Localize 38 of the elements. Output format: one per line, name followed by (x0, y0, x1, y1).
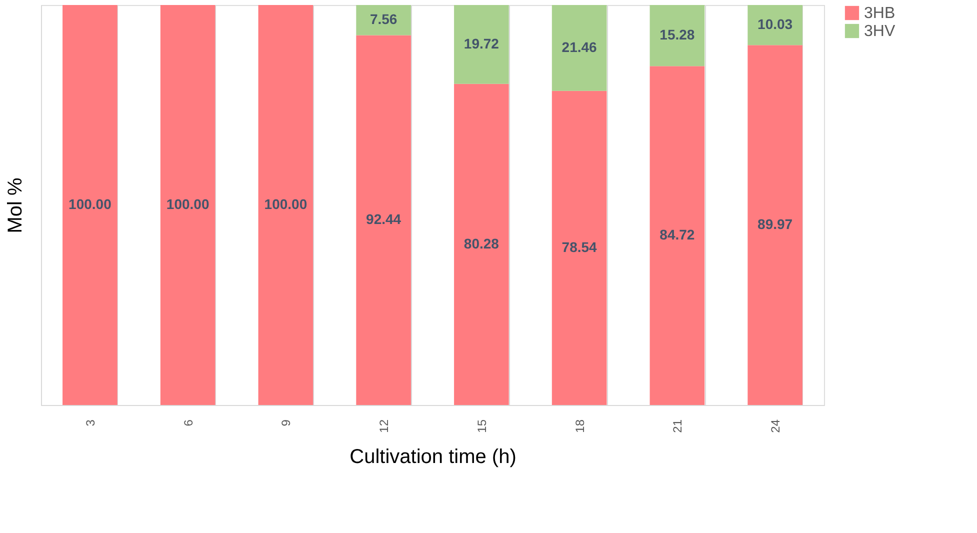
data-label: 19.72 (464, 35, 500, 52)
bar (650, 66, 705, 405)
bar (454, 5, 509, 84)
x-tick-label: 3 (83, 419, 98, 426)
data-label: 21.46 (562, 38, 598, 55)
data-label: 100.00 (68, 196, 112, 212)
data-label: 15.28 (660, 26, 695, 43)
legend-label: 3HV (864, 23, 896, 40)
data-label: 100.00 (264, 196, 308, 212)
x-tick-label: 12 (377, 419, 392, 433)
data-label: 10.03 (758, 16, 793, 32)
bar (62, 5, 118, 405)
data-label: 80.28 (464, 235, 500, 252)
bar (748, 45, 802, 405)
x-axis-title: Cultivation time (h) (350, 446, 516, 468)
x-tick-label: 24 (768, 419, 783, 433)
x-tick-label: 6 (181, 419, 196, 426)
data-label: 92.44 (366, 211, 402, 228)
legend-label: 3HB (864, 5, 896, 22)
bar (552, 90, 607, 405)
x-tick-label: 15 (474, 419, 489, 433)
bar (552, 5, 607, 91)
bar (258, 5, 314, 405)
bar (748, 5, 802, 46)
data-label: 89.97 (758, 216, 793, 232)
data-label: 84.72 (660, 226, 695, 243)
bar (356, 35, 411, 405)
data-label: 7.56 (370, 11, 398, 28)
x-tick-label: 18 (572, 419, 587, 433)
bar (650, 5, 705, 66)
bar (356, 5, 411, 36)
x-tick-label: 21 (670, 419, 685, 433)
bar (160, 5, 216, 405)
x-tick-label: 9 (279, 419, 294, 426)
data-label: 100.00 (166, 196, 210, 212)
y-axis-title: Mol % (4, 178, 26, 234)
bar (454, 84, 509, 405)
data-label: 78.54 (562, 238, 598, 255)
